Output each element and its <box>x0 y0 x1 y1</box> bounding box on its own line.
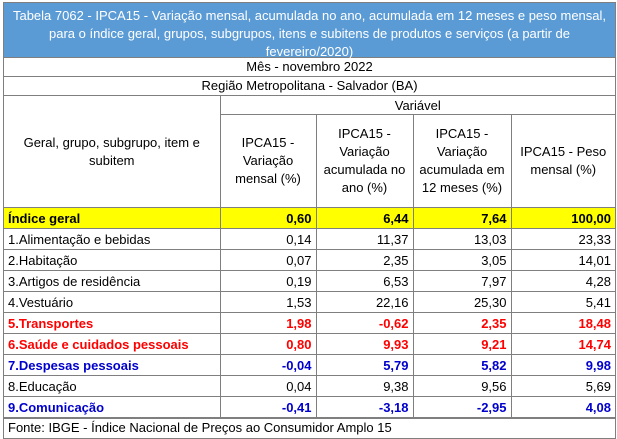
header-ytd-variation: IPCA15 - Variação acumulada no ano (%) <box>315 114 414 208</box>
row-label: 6.Saúde e cuidados pessoais <box>4 333 221 355</box>
table-row: 5.Transportes 1,98 -0,62 2,35 18,48 <box>4 312 616 334</box>
cell-12m: 13,03 <box>412 228 512 250</box>
cell-ytd: -0,62 <box>315 312 414 334</box>
header-monthly-weight: IPCA15 - Peso mensal (%) <box>510 114 616 208</box>
cell-weight: 4,08 <box>510 396 616 418</box>
month-label: Mês - novembro 2022 <box>4 58 615 77</box>
row-label: 2.Habitação <box>4 249 221 271</box>
cell-ytd: 5,79 <box>315 354 414 376</box>
cell-ytd: 11,37 <box>315 228 414 250</box>
row-label: 7.Despesas pessoais <box>4 354 221 376</box>
cell-weight: 9,98 <box>510 354 616 376</box>
cell-ytd: 22,16 <box>315 291 414 313</box>
cell-ytd: 6,44 <box>315 207 414 229</box>
cell-ytd: 6,53 <box>315 270 414 292</box>
source-footnote: Fonte: IBGE - Índice Nacional de Preços … <box>4 418 615 438</box>
header-variable: Variável <box>219 96 616 115</box>
cell-weight: 5,69 <box>510 375 616 397</box>
cell-12m: 25,30 <box>412 291 512 313</box>
cell-ytd: 2,35 <box>315 249 414 271</box>
table-row: 9.Comunicação -0,41 -3,18 -2,95 4,08 <box>4 396 616 418</box>
table-row: 7.Despesas pessoais -0,04 5,79 5,82 9,98 <box>4 354 616 376</box>
row-label: 9.Comunicação <box>4 396 221 418</box>
cell-12m: 3,05 <box>412 249 512 271</box>
header-category: Geral, grupo, subgrupo, item e subitem <box>4 96 221 208</box>
data-table: Geral, grupo, subgrupo, item e subitem V… <box>4 96 616 418</box>
cell-12m: 7,97 <box>412 270 512 292</box>
table-row: 8.Educação 0,04 9,38 9,56 5,69 <box>4 375 616 397</box>
row-label: Índice geral <box>4 207 221 229</box>
cell-weight: 14,74 <box>510 333 616 355</box>
row-label: 1.Alimentação e bebidas <box>4 228 221 250</box>
cell-12m: 2,35 <box>412 312 512 334</box>
cell-weight: 4,28 <box>510 270 616 292</box>
cell-weight: 5,41 <box>510 291 616 313</box>
cell-12m: 9,21 <box>412 333 512 355</box>
table-row: 1.Alimentação e bebidas 0,14 11,37 13,03… <box>4 228 616 250</box>
ipca15-table-container: Tabela 7062 - IPCA15 - Variação mensal, … <box>3 2 616 439</box>
cell-monthly: 1,53 <box>219 291 317 313</box>
cell-monthly: -0,41 <box>219 396 317 418</box>
table-row: 4.Vestuário 1,53 22,16 25,30 5,41 <box>4 291 616 313</box>
table-row: Índice geral 0,60 6,44 7,64 100,00 <box>4 207 616 229</box>
cell-monthly: 0,60 <box>219 207 317 229</box>
cell-12m: 5,82 <box>412 354 512 376</box>
row-label: 4.Vestuário <box>4 291 221 313</box>
cell-monthly: 1,98 <box>219 312 317 334</box>
cell-monthly: 0,14 <box>219 228 317 250</box>
header-12m-variation: IPCA15 - Variação acumulada em 12 meses … <box>412 114 512 208</box>
row-label: 3.Artigos de residência <box>4 270 221 292</box>
cell-ytd: 9,93 <box>315 333 414 355</box>
cell-ytd: 9,38 <box>315 375 414 397</box>
row-label: 8.Educação <box>4 375 221 397</box>
cell-monthly: 0,19 <box>219 270 317 292</box>
cell-monthly: 0,07 <box>219 249 317 271</box>
cell-monthly: -0,04 <box>219 354 317 376</box>
cell-12m: -2,95 <box>412 396 512 418</box>
cell-weight: 18,48 <box>510 312 616 334</box>
cell-12m: 9,56 <box>412 375 512 397</box>
row-label: 5.Transportes <box>4 312 221 334</box>
cell-ytd: -3,18 <box>315 396 414 418</box>
table-row: 6.Saúde e cuidados pessoais 0,80 9,93 9,… <box>4 333 616 355</box>
cell-weight: 23,33 <box>510 228 616 250</box>
table-row: 2.Habitação 0,07 2,35 3,05 14,01 <box>4 249 616 271</box>
cell-monthly: 0,04 <box>219 375 317 397</box>
table-title: Tabela 7062 - IPCA15 - Variação mensal, … <box>4 3 615 59</box>
table-row: 3.Artigos de residência 0,19 6,53 7,97 4… <box>4 270 616 292</box>
cell-weight: 100,00 <box>510 207 616 229</box>
cell-weight: 14,01 <box>510 249 616 271</box>
cell-12m: 7,64 <box>412 207 512 229</box>
header-monthly-variation: IPCA15 - Variação mensal (%) <box>220 114 317 208</box>
region-label: Região Metropolitana - Salvador (BA) <box>4 77 615 96</box>
cell-monthly: 0,80 <box>219 333 317 355</box>
